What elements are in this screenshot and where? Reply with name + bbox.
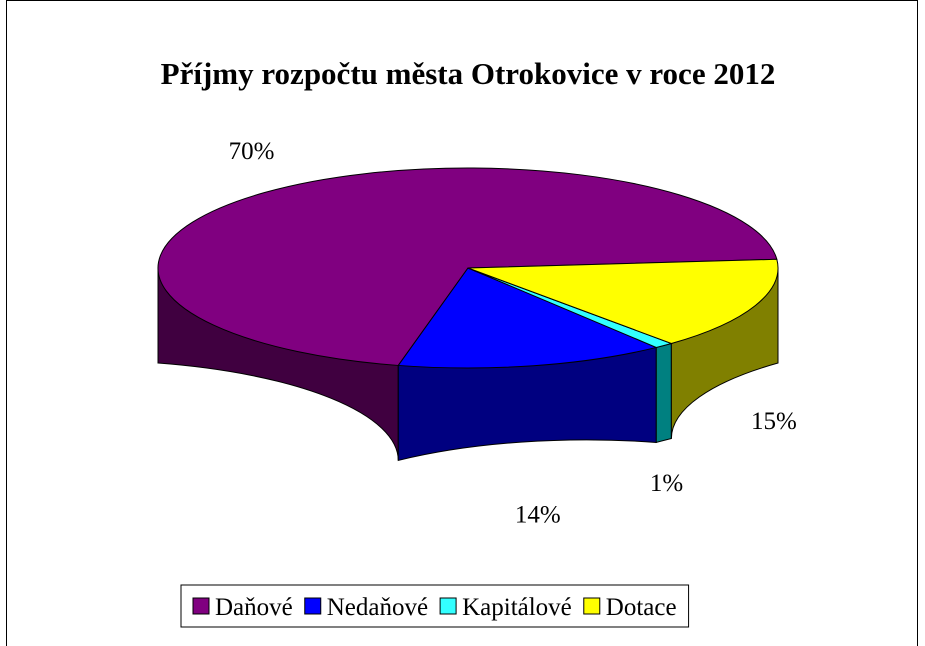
legend-swatch-dotace: [583, 597, 601, 615]
legend-label-kapitalove: Kapitálové: [462, 594, 572, 621]
legend-box: [180, 584, 690, 628]
data-label-danove: 70%: [229, 138, 275, 165]
pie-slice-nedanove: [397, 267, 658, 369]
data-label-nedanove: 14%: [515, 501, 561, 528]
pie-tops: [157, 167, 779, 369]
legend-label-danove: Daňové: [215, 594, 293, 621]
chart-frame: [6, 0, 918, 646]
legend-swatch-danove: [192, 597, 210, 615]
pie-slice-danove: [157, 167, 778, 366]
data-labels: 70% 14% 1% 15%: [229, 138, 797, 528]
legend: Daňové Nedaňové Kapitálové Dotace: [180, 584, 690, 628]
pie-side-kapitalove: [655, 342, 672, 444]
data-label-dotace: 15%: [751, 408, 797, 435]
legend-label-dotace: Dotace: [606, 594, 677, 621]
chart-title: Příjmy rozpočtu města Otrokovice v roce …: [161, 56, 776, 91]
pie-slice-dotace: [467, 258, 779, 344]
legend-label-nedanove: Nedaňové: [327, 594, 428, 621]
legend-swatch-nedanove: [304, 597, 322, 615]
data-label-kapitalove: 1%: [650, 470, 683, 497]
legend-swatch-kapitalove: [439, 597, 457, 615]
